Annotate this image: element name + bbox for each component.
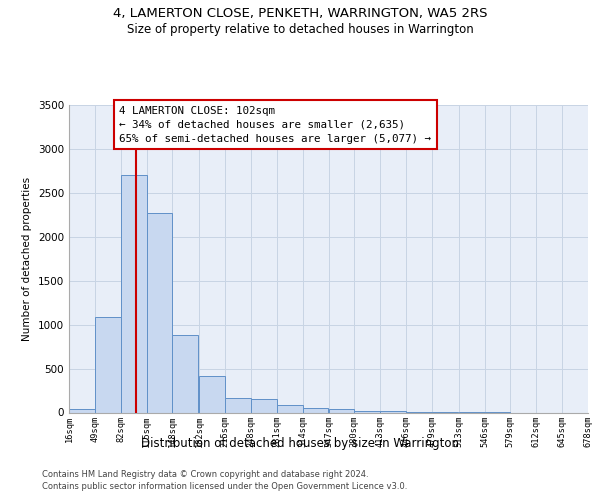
Text: Size of property relative to detached houses in Warrington: Size of property relative to detached ho…: [127, 22, 473, 36]
Text: 4 LAMERTON CLOSE: 102sqm
← 34% of detached houses are smaller (2,635)
65% of sem: 4 LAMERTON CLOSE: 102sqm ← 34% of detach…: [119, 106, 431, 144]
Bar: [199, 376, 225, 412]
Bar: [355, 410, 380, 412]
Bar: [251, 399, 277, 412]
Bar: [95, 316, 121, 412]
Bar: [277, 404, 302, 412]
Text: Contains public sector information licensed under the Open Government Licence v3: Contains public sector information licen…: [42, 482, 407, 491]
Text: Contains HM Land Registry data © Crown copyright and database right 2024.: Contains HM Land Registry data © Crown c…: [42, 470, 368, 479]
Bar: [172, 335, 199, 412]
Y-axis label: Number of detached properties: Number of detached properties: [22, 176, 32, 341]
Bar: [121, 176, 146, 412]
Bar: [69, 409, 95, 412]
Bar: [225, 398, 251, 412]
Bar: [146, 213, 172, 412]
Bar: [329, 408, 355, 412]
Bar: [380, 410, 406, 412]
Bar: [302, 408, 329, 412]
Text: Distribution of detached houses by size in Warrington: Distribution of detached houses by size …: [141, 438, 459, 450]
Text: 4, LAMERTON CLOSE, PENKETH, WARRINGTON, WA5 2RS: 4, LAMERTON CLOSE, PENKETH, WARRINGTON, …: [113, 8, 487, 20]
